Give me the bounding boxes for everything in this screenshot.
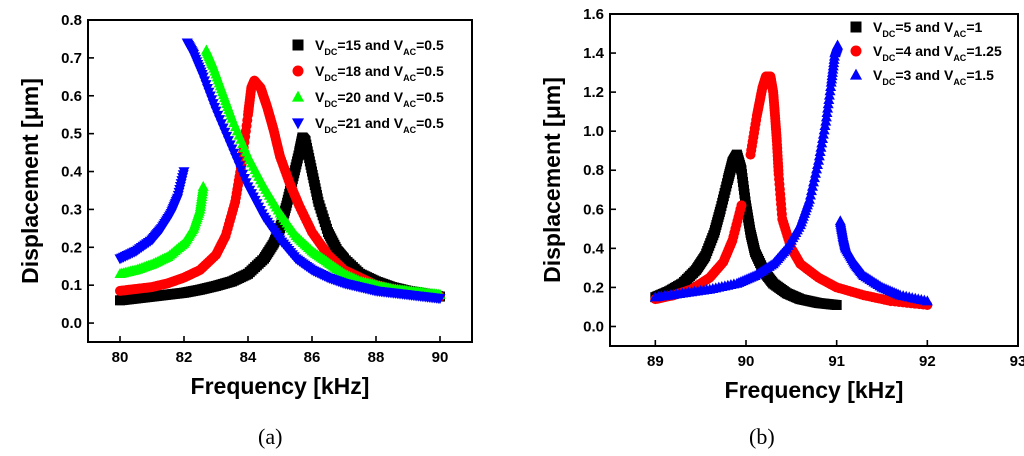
y-tick-label: 1.2 <box>583 84 604 101</box>
legend-marker <box>849 68 863 80</box>
plot-frame <box>87 19 473 343</box>
data-point <box>831 299 842 310</box>
y-tick-label: 0.8 <box>61 12 82 29</box>
x-axis-label: Frequency [kHz] <box>191 373 370 399</box>
x-tick-label: 93 <box>1010 353 1024 370</box>
legend-entry: VDC=5 and VAC=1 <box>873 19 982 39</box>
legend-entry: VDC=3 and VAC=1.5 <box>873 67 994 87</box>
legend-marker <box>291 90 305 102</box>
x-tick-label: 90 <box>432 349 449 366</box>
legend-entry: VDC=4 and VAC=1.25 <box>873 43 1002 63</box>
y-tick-label: 0.5 <box>61 126 82 143</box>
y-tick-label: 1.4 <box>583 45 605 62</box>
legend-marker <box>292 39 304 51</box>
y-tick-label: 0.1 <box>61 277 82 294</box>
legend-entry: VDC=18 and VAC=0.5 <box>315 63 444 83</box>
x-tick-label: 89 <box>647 353 664 370</box>
data-point <box>434 294 446 305</box>
y-axis-label: Displacement [μm] <box>17 78 43 284</box>
series-2 <box>650 71 933 310</box>
y-axis-label: Displacement [μm] <box>539 77 565 283</box>
legend-entry: VDC=21 and VAC=0.5 <box>315 115 444 135</box>
legend-entry: VDC=15 and VAC=0.5 <box>315 37 444 57</box>
y-tick-label: 0.7 <box>61 50 82 67</box>
y-tick-label: 0.4 <box>583 240 605 257</box>
y-tick-label: 0.2 <box>583 279 604 296</box>
x-tick-label: 90 <box>738 353 755 370</box>
legend-marker <box>850 21 862 33</box>
legend-marker <box>292 65 304 77</box>
y-tick-label: 0.6 <box>583 201 604 218</box>
plot-frame <box>609 13 1019 347</box>
x-tick-label: 82 <box>176 349 193 366</box>
series-2 <box>115 75 445 302</box>
chart-panel-b: 89 90 91 92 93 0.0 0.2 0.4 0.6 0.8 1.0 1.2 1.4 1.6 Fre… <box>539 6 1024 403</box>
data-point <box>178 167 190 178</box>
data-point <box>921 295 933 306</box>
data-point <box>736 200 747 211</box>
x-tick-label: 86 <box>304 349 321 366</box>
data-point <box>197 180 209 191</box>
x-axis-label: Frequency [kHz] <box>725 377 904 403</box>
panel-label-b: (b) <box>749 424 775 449</box>
y-tick-label: 0.3 <box>61 201 82 218</box>
y-tick-label: 0.8 <box>583 162 604 179</box>
y-tick-label: 1.0 <box>583 123 604 140</box>
series-4 <box>114 38 446 305</box>
y-tick-label: 0.6 <box>61 88 82 105</box>
x-tick-label: 91 <box>828 353 845 370</box>
x-tick-label: 80 <box>112 349 129 366</box>
y-tick-label: 0.0 <box>583 318 604 335</box>
legend-marker <box>850 45 862 57</box>
series-3 <box>649 39 933 306</box>
data-point <box>832 39 844 50</box>
series-3 <box>114 44 446 299</box>
legend-entry: VDC=20 and VAC=0.5 <box>315 89 444 109</box>
x-tick-label: 92 <box>919 353 936 370</box>
y-tick-label: 0.0 <box>61 315 82 332</box>
panel-label-a: (a) <box>258 424 283 449</box>
y-tick-label: 1.6 <box>583 6 604 23</box>
y-tick-label: 0.4 <box>61 164 83 181</box>
x-tick-label: 84 <box>240 349 257 366</box>
y-tick-label: 0.2 <box>61 239 82 256</box>
legend-marker <box>291 118 305 130</box>
chart-panel-a: 80 82 84 86 88 90 0.0 0.1 0.2 0.3 0.4 0.5 0.6 0.7 0.8 F… <box>17 12 473 399</box>
x-tick-label: 88 <box>368 349 385 366</box>
